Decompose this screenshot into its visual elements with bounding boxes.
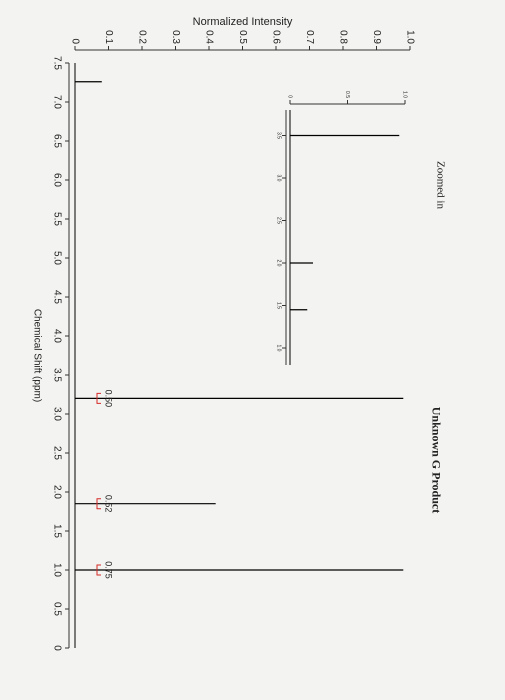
- x-tick-label: 3.0: [51, 407, 62, 421]
- x-tick-label: 2.5: [51, 446, 62, 460]
- x-tick-label: 2.0: [51, 485, 62, 499]
- x-tick-label: 5.0: [51, 251, 62, 265]
- x-tick-label: 1.0: [276, 345, 282, 352]
- x-tick-label: 2.0: [276, 260, 282, 267]
- chart-title: Zoomed in: [434, 161, 446, 209]
- y-tick-label: 0.3: [170, 30, 181, 44]
- x-tick-label: 6.5: [51, 134, 62, 148]
- x-tick-label: 6.0: [51, 173, 62, 187]
- y-tick-label: 0.7: [304, 30, 315, 44]
- x-tick-label: 4.0: [51, 329, 62, 343]
- x-tick-label: 1.0: [51, 563, 62, 577]
- x-tick-label: 2.5: [276, 217, 282, 224]
- y-tick-label: 0.6: [270, 30, 281, 44]
- y-tick-label: 0.5: [344, 91, 350, 98]
- x-tick-label: 1.5: [51, 524, 62, 538]
- x-tick-label: 3.5: [51, 368, 62, 382]
- rotated-sheet: 7.5 7.0 6.5 6.0 5.5 5.0 4.5 4.0 3.5 3.0 2.5 2.0 1.5 1…: [31, 16, 446, 651]
- x-tick-label: 4.5: [51, 290, 62, 304]
- x-tick-label: 0: [51, 645, 62, 651]
- integration-bracket: [96, 564, 101, 576]
- y-tick-label: 0.8: [337, 30, 348, 44]
- x-tick-label: 5.5: [51, 212, 62, 226]
- integration-label: 0.50: [104, 390, 114, 408]
- integration-bracket: [96, 392, 101, 404]
- x-axis-title: Chemical Shift (ppm): [31, 309, 42, 402]
- y-tick-label: 0: [69, 38, 80, 44]
- x-tick-label: 1.5: [276, 302, 282, 309]
- y-tick-label: 0.2: [136, 30, 147, 44]
- x-tick-label: 0.5: [51, 602, 62, 616]
- y-tick-label: 0.4: [203, 30, 214, 44]
- x-tick-label: 7.5: [51, 56, 62, 70]
- y-tick-label: 1.0: [404, 30, 415, 44]
- y-axis-title: Normalized Intensity: [193, 16, 293, 28]
- y-tick-label: 0.5: [237, 30, 248, 44]
- x-tick-label: 7.0: [51, 95, 62, 109]
- chart-title: Unknown G Product: [429, 407, 443, 513]
- x-tick-label: 3.5: [276, 132, 282, 139]
- integration-bracket: [96, 498, 101, 510]
- y-tick-label: 0.1: [103, 30, 114, 44]
- y-tick-label: 0: [287, 95, 293, 98]
- x-tick-label: 3.0: [276, 175, 282, 182]
- integration-label: 0.52: [104, 495, 114, 513]
- y-tick-label: 0.9: [371, 30, 382, 44]
- y-tick-label: 1.0: [402, 91, 408, 98]
- integration-label: 0.75: [104, 561, 114, 579]
